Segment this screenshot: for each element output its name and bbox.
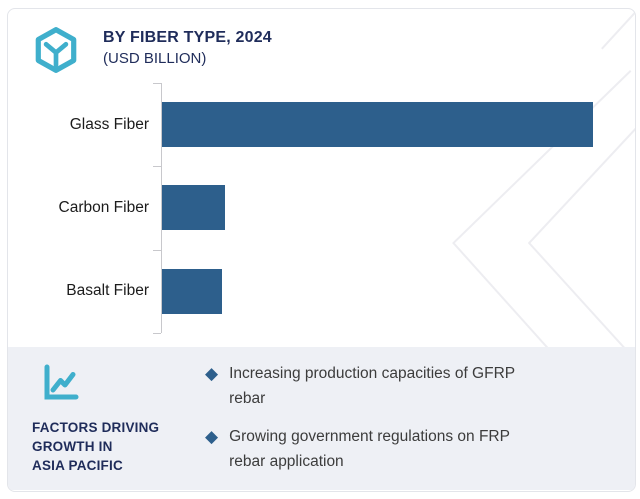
line-chart-icon xyxy=(44,364,79,400)
category-label: Glass Fiber xyxy=(69,116,149,133)
diamond-bullet-icon: ◆ xyxy=(205,427,219,446)
y-axis-line xyxy=(161,83,162,333)
factors-heading-line2: GROWTH IN xyxy=(32,439,113,454)
hexagon-y-logo-icon xyxy=(35,27,77,73)
infographic-card: BY FIBER TYPE, 2024 (USD BILLION) Glass … xyxy=(7,8,636,492)
chart-title: BY FIBER TYPE, 2024 xyxy=(103,29,272,46)
bullet-text: Increasing production capacities of GFRP… xyxy=(229,365,515,407)
axis-tick xyxy=(153,333,161,334)
bullet-text: Growing government regulations on FRP re… xyxy=(229,428,510,470)
bar-carbon-fiber xyxy=(162,185,225,230)
category-label: Basalt Fiber xyxy=(66,282,149,299)
bar-basalt-fiber xyxy=(162,269,222,314)
factors-bullet-list: ◆ Increasing production capacities of GF… xyxy=(205,361,605,487)
list-item: ◆ Growing government regulations on FRP … xyxy=(205,424,605,474)
factors-heading-line1: FACTORS DRIVING xyxy=(32,420,160,435)
list-item: ◆ Increasing production capacities of GF… xyxy=(205,361,605,411)
diamond-bullet-icon: ◆ xyxy=(205,364,219,383)
factors-heading-line3: ASIA PACIFIC xyxy=(32,458,123,473)
chart-header: BY FIBER TYPE, 2024 (USD BILLION) xyxy=(31,25,272,75)
axis-tick xyxy=(153,250,161,251)
axis-tick xyxy=(153,83,161,84)
chart-subtitle: (USD BILLION) xyxy=(103,50,207,67)
factors-heading: FACTORS DRIVING GROWTH IN ASIA PACIFIC xyxy=(32,418,192,475)
bar-glass-fiber xyxy=(162,102,593,147)
axis-tick xyxy=(153,166,161,167)
category-label: Carbon Fiber xyxy=(58,199,149,216)
factors-panel: FACTORS DRIVING GROWTH IN ASIA PACIFIC ◆… xyxy=(8,347,635,490)
